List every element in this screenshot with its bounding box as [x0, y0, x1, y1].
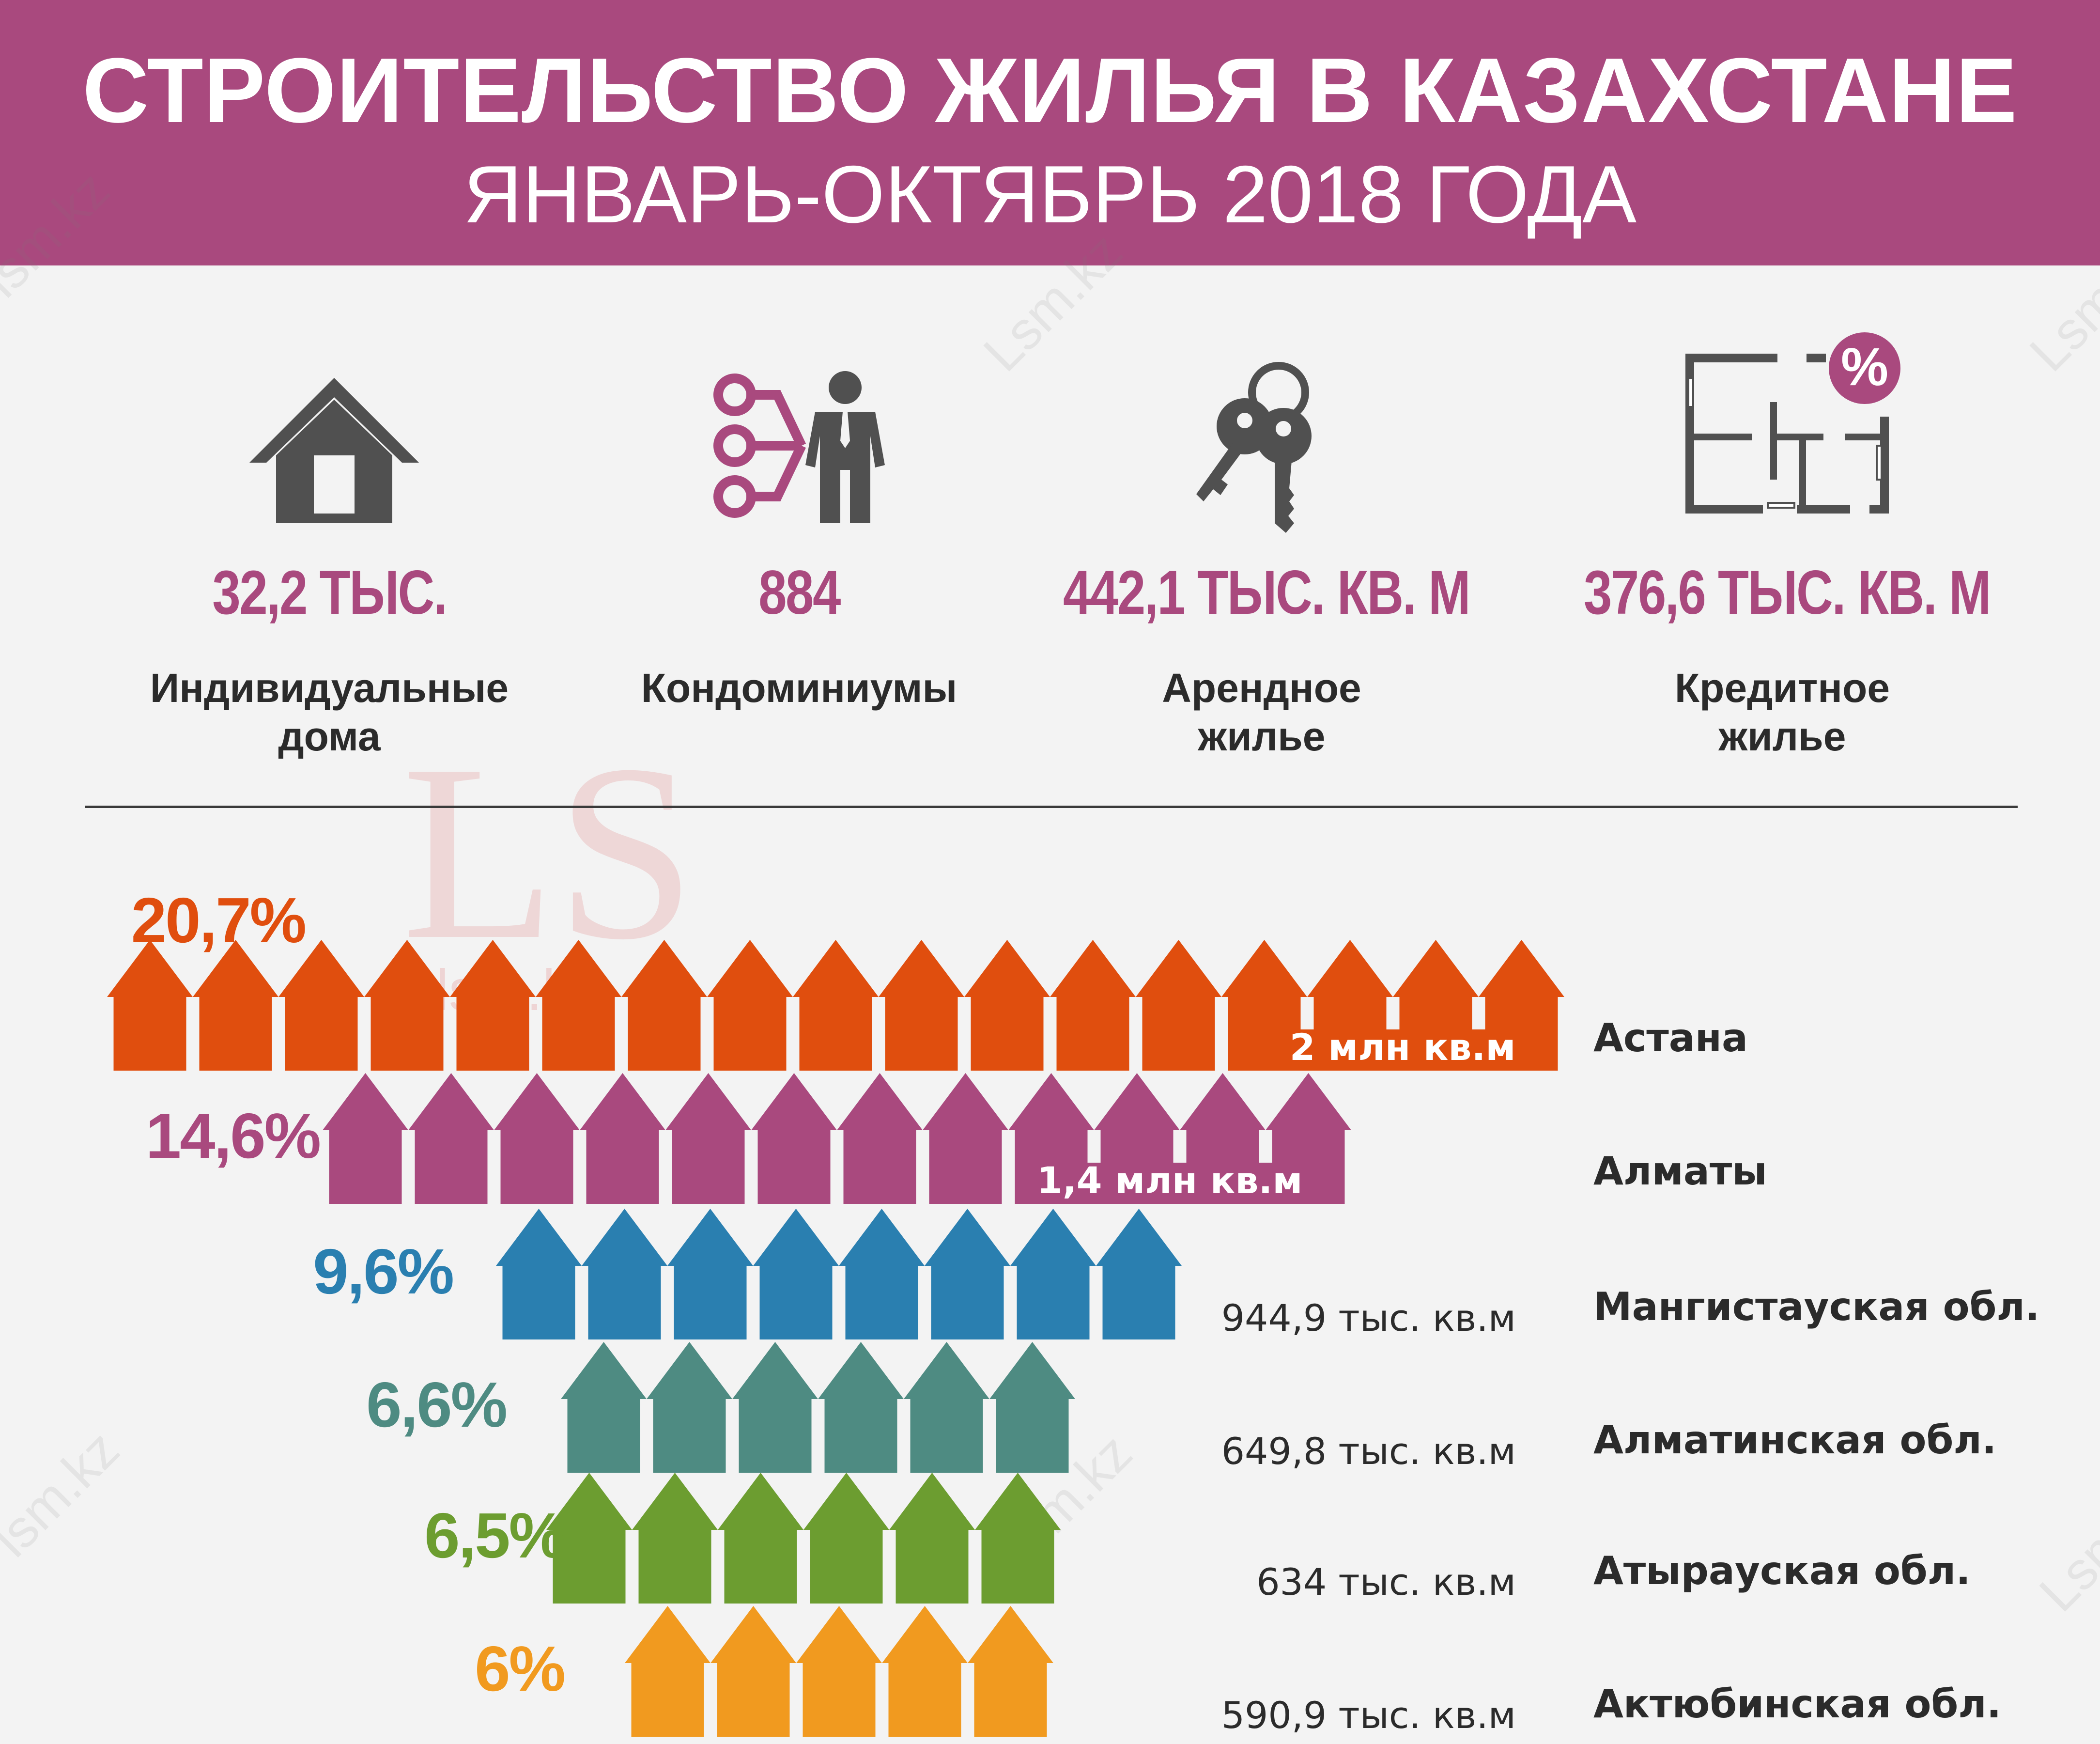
house-arrow-icon: [1010, 1209, 1096, 1339]
house-arrow-icon: [561, 1342, 647, 1473]
category-label: Алматинская обл.: [1593, 1417, 1996, 1463]
bar-percent-label: 6%: [475, 1633, 564, 1704]
chart-row: 20,7% 2 млн кв.м Астана: [107, 885, 1748, 1071]
house-arrow-icon: [710, 1606, 796, 1737]
house-arrow-icon: [278, 940, 364, 1071]
house-arrow-icon: [732, 1342, 818, 1473]
page-subtitle: ЯНВАРЬ-ОКТЯБРЬ 2018 ГОДА: [463, 149, 1637, 240]
house-arrow-icon: [496, 1209, 582, 1339]
stat-label-credit: Кредитное жилье: [1674, 665, 1890, 759]
house-arrow-icon: [107, 940, 193, 1071]
bar-percent-label: 14,6%: [146, 1100, 320, 1171]
bar-amount-label: 1,4 млн кв.м: [1037, 1159, 1303, 1202]
house-arrow-icon: [625, 1606, 710, 1737]
house-arrow-icon: [818, 1342, 904, 1473]
chart-row: 9,6% 944,9 тыс. кв.м Мангистауская обл.: [313, 1209, 2039, 1339]
category-label: Атырауская обл.: [1593, 1548, 1971, 1593]
bar-amount-label: 2 млн кв.м: [1290, 1026, 1516, 1069]
house-arrow-icon: [1096, 1209, 1182, 1339]
category-label: Мангистауская обл.: [1593, 1284, 2039, 1329]
house-arrow-icon: [753, 1209, 839, 1339]
house-arrow-icon: [803, 1473, 889, 1604]
bar-amount-label: 649,8 тыс. кв.м: [1221, 1430, 1516, 1473]
svg-text:%: %: [1841, 337, 1888, 397]
chart-row: 6,5% 634 тыс. кв.м Атырауская обл.: [424, 1473, 1971, 1604]
house-arrow-icon: [647, 1342, 732, 1473]
bar-amount-label: 944,9 тыс. кв.м: [1221, 1296, 1516, 1339]
stat-label-condominiums: Кондоминиумы: [641, 665, 957, 711]
house-arrow-icon: [665, 1073, 751, 1204]
bar-percent-label: 20,7%: [131, 885, 305, 956]
house-arrow-icon: [837, 1073, 923, 1204]
house-arrow-icon: [889, 1473, 975, 1604]
house-arrow-icon: [580, 1073, 665, 1204]
house-arrow-icon: [882, 1606, 968, 1737]
stat-value-individual: 32,2 ТЫС.: [212, 558, 448, 627]
house-arrow-icon: [582, 1209, 667, 1339]
house-arrow-icon: [925, 1209, 1010, 1339]
house-arrow-icon: [923, 1073, 1008, 1204]
category-label: Астана: [1593, 1015, 1748, 1060]
amount-band: [1032, 1163, 1345, 1204]
house-arrow-icon: [751, 1073, 837, 1204]
house-arrow-icon: [667, 1209, 753, 1339]
bar-amount-label: 634 тыс. кв.м: [1256, 1560, 1516, 1604]
house-arrow-icon: [968, 1606, 1053, 1737]
house-arrow-icon: [796, 1606, 882, 1737]
house-arrow-icon: [494, 1073, 580, 1204]
house-arrow-icon: [879, 940, 964, 1071]
house-arrow-icon: [632, 1473, 718, 1604]
house-arrow-icon: [964, 940, 1050, 1071]
category-label: Алматы: [1593, 1149, 1767, 1194]
house-arrow-icon: [989, 1342, 1075, 1473]
house-arrow-icon: [839, 1209, 925, 1339]
house-arrow-icon: [546, 1473, 632, 1604]
house-arrow-icon: [323, 1073, 408, 1204]
house-arrow-icon: [621, 940, 707, 1071]
stat-label-individual: Индивидуальные дома: [150, 665, 509, 759]
house-icon: [249, 378, 419, 523]
house-arrow-icon: [718, 1473, 803, 1604]
house-arrow-icon: [408, 1073, 494, 1204]
section-divider: [85, 806, 2018, 808]
house-arrow-icon: [536, 940, 621, 1071]
category-label: Актюбинская обл.: [1593, 1682, 2001, 1727]
house-arrow-icon: [193, 940, 278, 1071]
house-arrow-icon: [364, 940, 450, 1071]
house-arrow-icon: [450, 940, 536, 1071]
house-arrow-icon: [975, 1473, 1061, 1604]
bar-amount-label: 590,9 тыс. кв.м: [1221, 1694, 1516, 1737]
house-arrow-icon: [793, 940, 879, 1071]
chart-row: 6,6% 649,8 тыс. кв.м Алматинская обл.: [366, 1342, 1996, 1473]
house-arrow-icon: [1050, 940, 1136, 1071]
house-arrow-icon: [707, 940, 793, 1071]
stat-label-rental: Арендное жилье: [1162, 665, 1361, 759]
stat-value-rental: 442,1 ТЫС. КВ. М: [1063, 558, 1471, 627]
floorplan-percent-icon: %: [1685, 332, 1900, 514]
stat-value-condominiums: 884: [758, 558, 841, 627]
bar-percent-label: 6,6%: [366, 1369, 506, 1440]
header-banner: СТРОИТЕЛЬСТВО ЖИЛЬЯ В КАЗАХСТАНЕ ЯНВАРЬ-…: [0, 0, 2100, 265]
amount-band: [1245, 1029, 1558, 1071]
keys-icon: [1196, 362, 1312, 533]
condominium-icon: [713, 371, 885, 523]
bar-percent-label: 6,5%: [424, 1500, 564, 1571]
chart-row: 6% 590,9 тыс. кв.м Актюбинская обл.: [475, 1606, 2001, 1737]
house-arrow-icon: [904, 1342, 989, 1473]
stat-value-credit: 376,6 ТЫС. КВ. М: [1584, 558, 1992, 627]
bar-percent-label: 9,6%: [313, 1236, 453, 1307]
chart-row: 14,6% 1,4 млн кв.м Алматы: [146, 1073, 1767, 1204]
house-arrow-icon: [1136, 940, 1221, 1071]
page-title: СТРОИТЕЛЬСТВО ЖИЛЬЯ В КАЗАХСТАНЕ: [82, 39, 2018, 142]
